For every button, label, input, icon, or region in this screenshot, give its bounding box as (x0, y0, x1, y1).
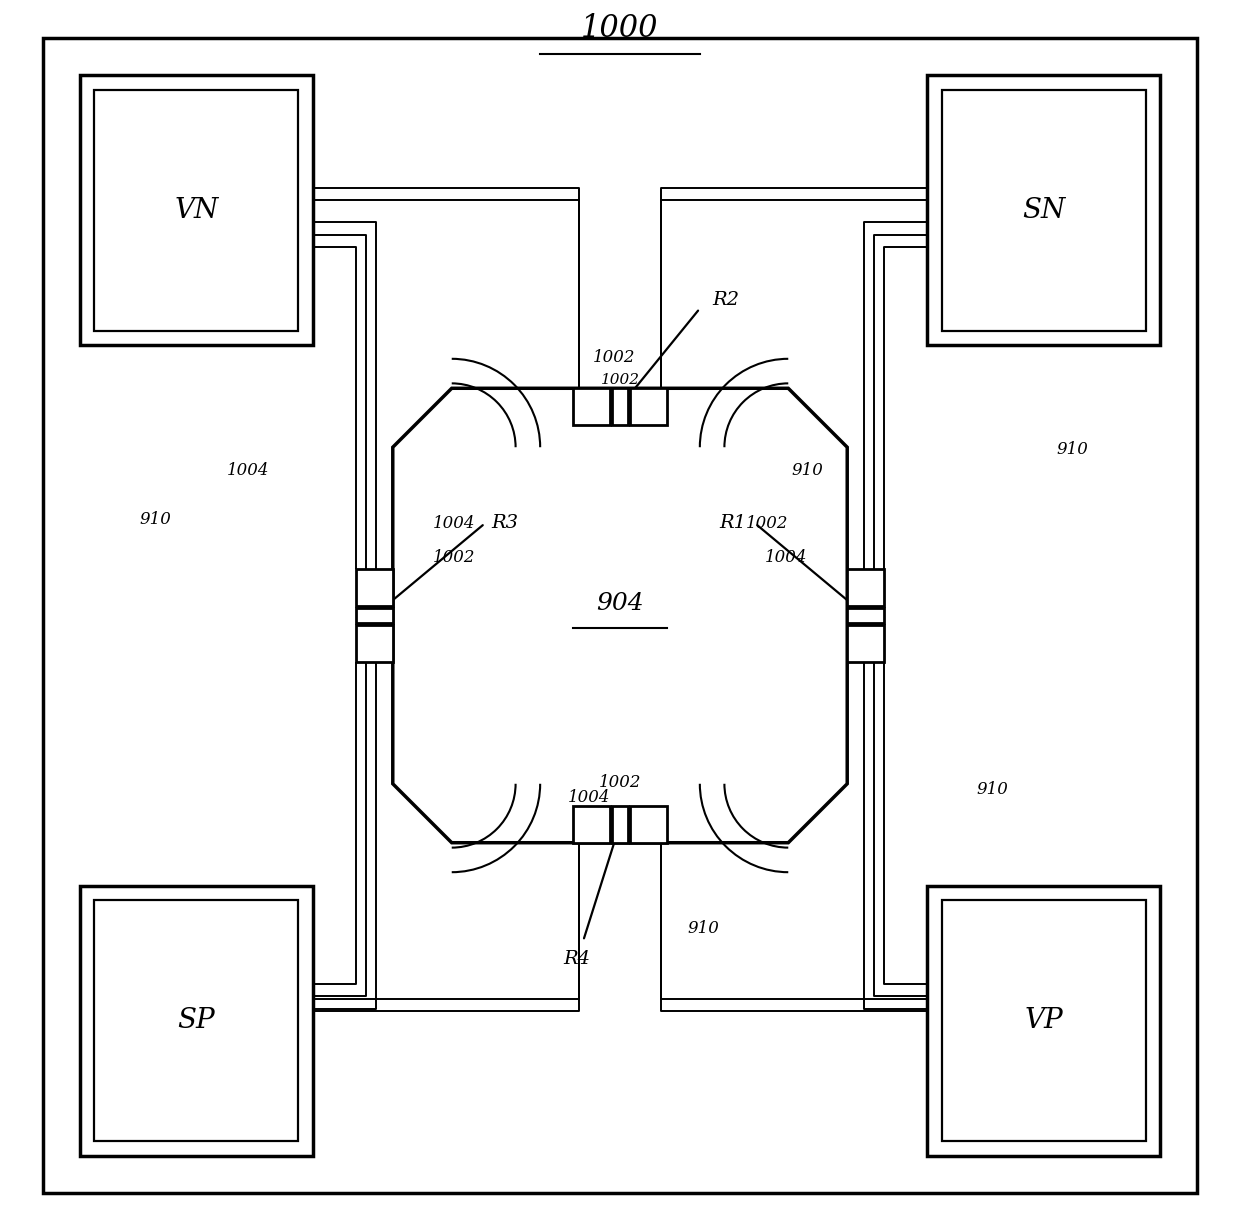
Bar (942, 90, 1146, 331)
Text: 1004: 1004 (765, 549, 807, 566)
Text: SN: SN (1022, 197, 1065, 224)
Text: 1004: 1004 (227, 462, 269, 479)
Text: 910: 910 (687, 921, 719, 937)
Bar (613, 806, 627, 843)
Polygon shape (393, 388, 847, 843)
Text: 1002: 1002 (599, 774, 641, 792)
Text: R2: R2 (712, 291, 739, 309)
Text: 910: 910 (792, 462, 823, 479)
Bar (573, 388, 610, 425)
Text: VP: VP (1024, 1007, 1063, 1034)
Text: SP: SP (177, 1007, 215, 1034)
Text: 904: 904 (596, 592, 644, 614)
Bar (847, 569, 884, 606)
Bar (356, 608, 393, 623)
Text: VN: VN (174, 197, 218, 224)
Bar (928, 886, 1161, 1156)
Text: 1004: 1004 (433, 515, 475, 532)
Text: 1000: 1000 (582, 14, 658, 44)
Bar (847, 625, 884, 662)
Text: 1002: 1002 (433, 549, 475, 566)
Bar (847, 608, 884, 623)
Bar (630, 806, 667, 843)
Bar (79, 75, 312, 345)
Bar (942, 900, 1146, 1141)
Bar (928, 75, 1161, 345)
Bar (94, 900, 298, 1141)
Text: 1002: 1002 (600, 373, 640, 387)
Text: R3: R3 (491, 515, 518, 532)
Text: R4: R4 (563, 950, 590, 969)
Text: 1002: 1002 (746, 515, 789, 532)
Text: R1: R1 (719, 515, 746, 532)
Bar (573, 806, 610, 843)
Text: 910: 910 (976, 782, 1008, 799)
Text: 910: 910 (1056, 441, 1087, 458)
Bar (94, 90, 298, 331)
Text: 910: 910 (140, 511, 171, 528)
Bar (630, 388, 667, 425)
Bar (356, 625, 393, 662)
Text: 1004: 1004 (568, 789, 610, 806)
Bar (356, 569, 393, 606)
Bar (79, 886, 312, 1156)
Text: 1002: 1002 (593, 350, 635, 366)
Bar (613, 388, 627, 425)
